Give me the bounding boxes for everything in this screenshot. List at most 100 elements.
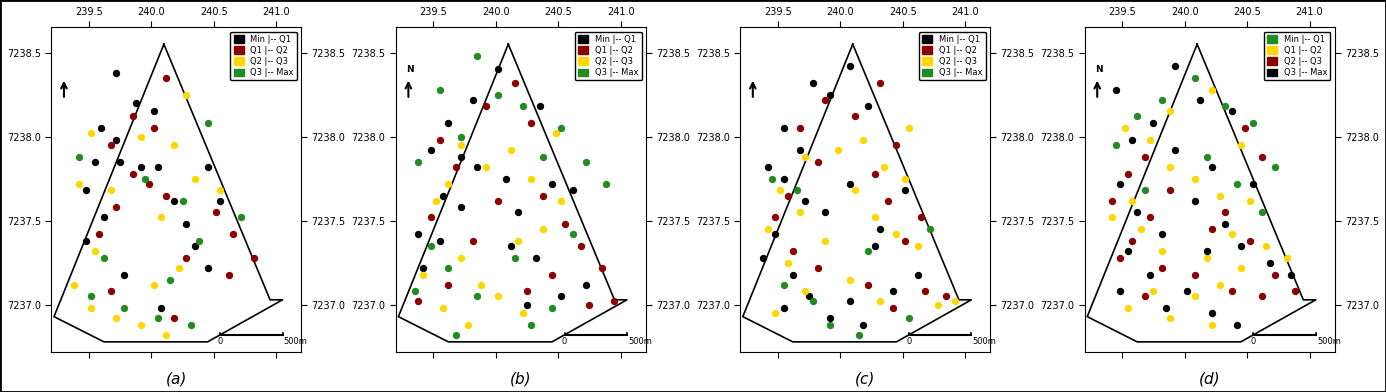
Point: [1209, 281, 1231, 288]
Point: [1100, 198, 1123, 204]
Point: [93, 255, 115, 261]
Point: [197, 164, 219, 170]
Point: [1242, 120, 1264, 126]
Point: [541, 181, 563, 187]
Text: N: N: [1095, 65, 1102, 74]
Point: [420, 214, 442, 221]
Point: [782, 271, 804, 278]
Point: [869, 80, 891, 86]
Point: [68, 181, 90, 187]
Point: [463, 238, 485, 244]
Point: [1277, 255, 1299, 261]
Point: [563, 187, 585, 194]
Point: [450, 134, 473, 140]
Point: [1239, 238, 1261, 244]
Point: [428, 137, 450, 143]
Point: [545, 130, 567, 136]
Point: [826, 147, 848, 153]
Point: [881, 288, 904, 294]
Point: [130, 322, 152, 328]
Point: [839, 181, 861, 187]
Point: [90, 125, 112, 131]
Point: [1252, 209, 1274, 216]
Point: [130, 164, 152, 170]
Point: [873, 164, 895, 170]
Point: [85, 248, 107, 254]
Point: [134, 176, 157, 182]
Point: [819, 91, 841, 98]
Point: [197, 265, 219, 271]
Point: [1109, 181, 1131, 187]
Point: [782, 248, 804, 254]
Point: [819, 315, 841, 321]
Point: [844, 187, 866, 194]
Point: [222, 231, 244, 238]
Point: [428, 238, 450, 244]
Point: [407, 298, 430, 305]
Legend: Min |-- Q1, Q1 |-- Q2, Q2 |-- Q3, Q3 |-- Max: Min |-- Q1, Q1 |-- Q2, Q2 |-- Q3, Q3 |--…: [230, 31, 297, 80]
Point: [105, 204, 128, 211]
Point: [570, 243, 592, 249]
Point: [801, 80, 823, 86]
Point: [520, 176, 542, 182]
Point: [155, 75, 177, 81]
Point: [475, 103, 498, 109]
Text: 500m: 500m: [1317, 337, 1340, 346]
Point: [1202, 164, 1224, 170]
Point: [757, 164, 779, 170]
Point: [789, 125, 811, 131]
Point: [919, 226, 941, 232]
Point: [507, 238, 529, 244]
Point: [503, 80, 525, 86]
Point: [428, 87, 450, 93]
Point: [525, 255, 547, 261]
Point: [603, 298, 625, 305]
Text: (c): (c): [855, 372, 876, 387]
Point: [814, 238, 836, 244]
Point: [1105, 87, 1127, 93]
Point: [863, 243, 886, 249]
Point: [876, 198, 898, 204]
Point: [1264, 271, 1286, 278]
Point: [513, 310, 535, 316]
Point: [1283, 288, 1306, 294]
Point: [563, 231, 585, 238]
Point: [175, 221, 197, 227]
Point: [112, 271, 134, 278]
Point: [1242, 181, 1264, 187]
Point: [445, 332, 467, 338]
Point: [819, 322, 841, 328]
Point: [80, 305, 103, 311]
Point: [1152, 248, 1174, 254]
Point: [437, 120, 459, 126]
Point: [1109, 255, 1131, 261]
Point: [761, 176, 783, 182]
Point: [911, 214, 933, 221]
Point: [412, 265, 434, 271]
Point: [168, 265, 190, 271]
Point: [466, 293, 488, 299]
Point: [75, 187, 97, 194]
Point: [175, 91, 197, 98]
Point: [906, 243, 929, 249]
Point: [1152, 265, 1174, 271]
Point: [1142, 120, 1164, 126]
Text: N: N: [406, 65, 413, 74]
Point: [1159, 315, 1181, 321]
Point: [886, 231, 908, 238]
Point: [1264, 164, 1286, 170]
Point: [898, 315, 920, 321]
Point: [155, 332, 177, 338]
Point: [466, 53, 488, 59]
Point: [1258, 260, 1281, 266]
Point: [927, 302, 949, 308]
Point: [407, 159, 430, 165]
Text: 500m: 500m: [973, 337, 997, 346]
Point: [143, 125, 165, 131]
Point: [1202, 226, 1224, 232]
Text: 500m: 500m: [628, 337, 651, 346]
Point: [463, 96, 485, 103]
Point: [1229, 243, 1252, 249]
Point: [75, 238, 97, 244]
Point: [475, 164, 498, 170]
